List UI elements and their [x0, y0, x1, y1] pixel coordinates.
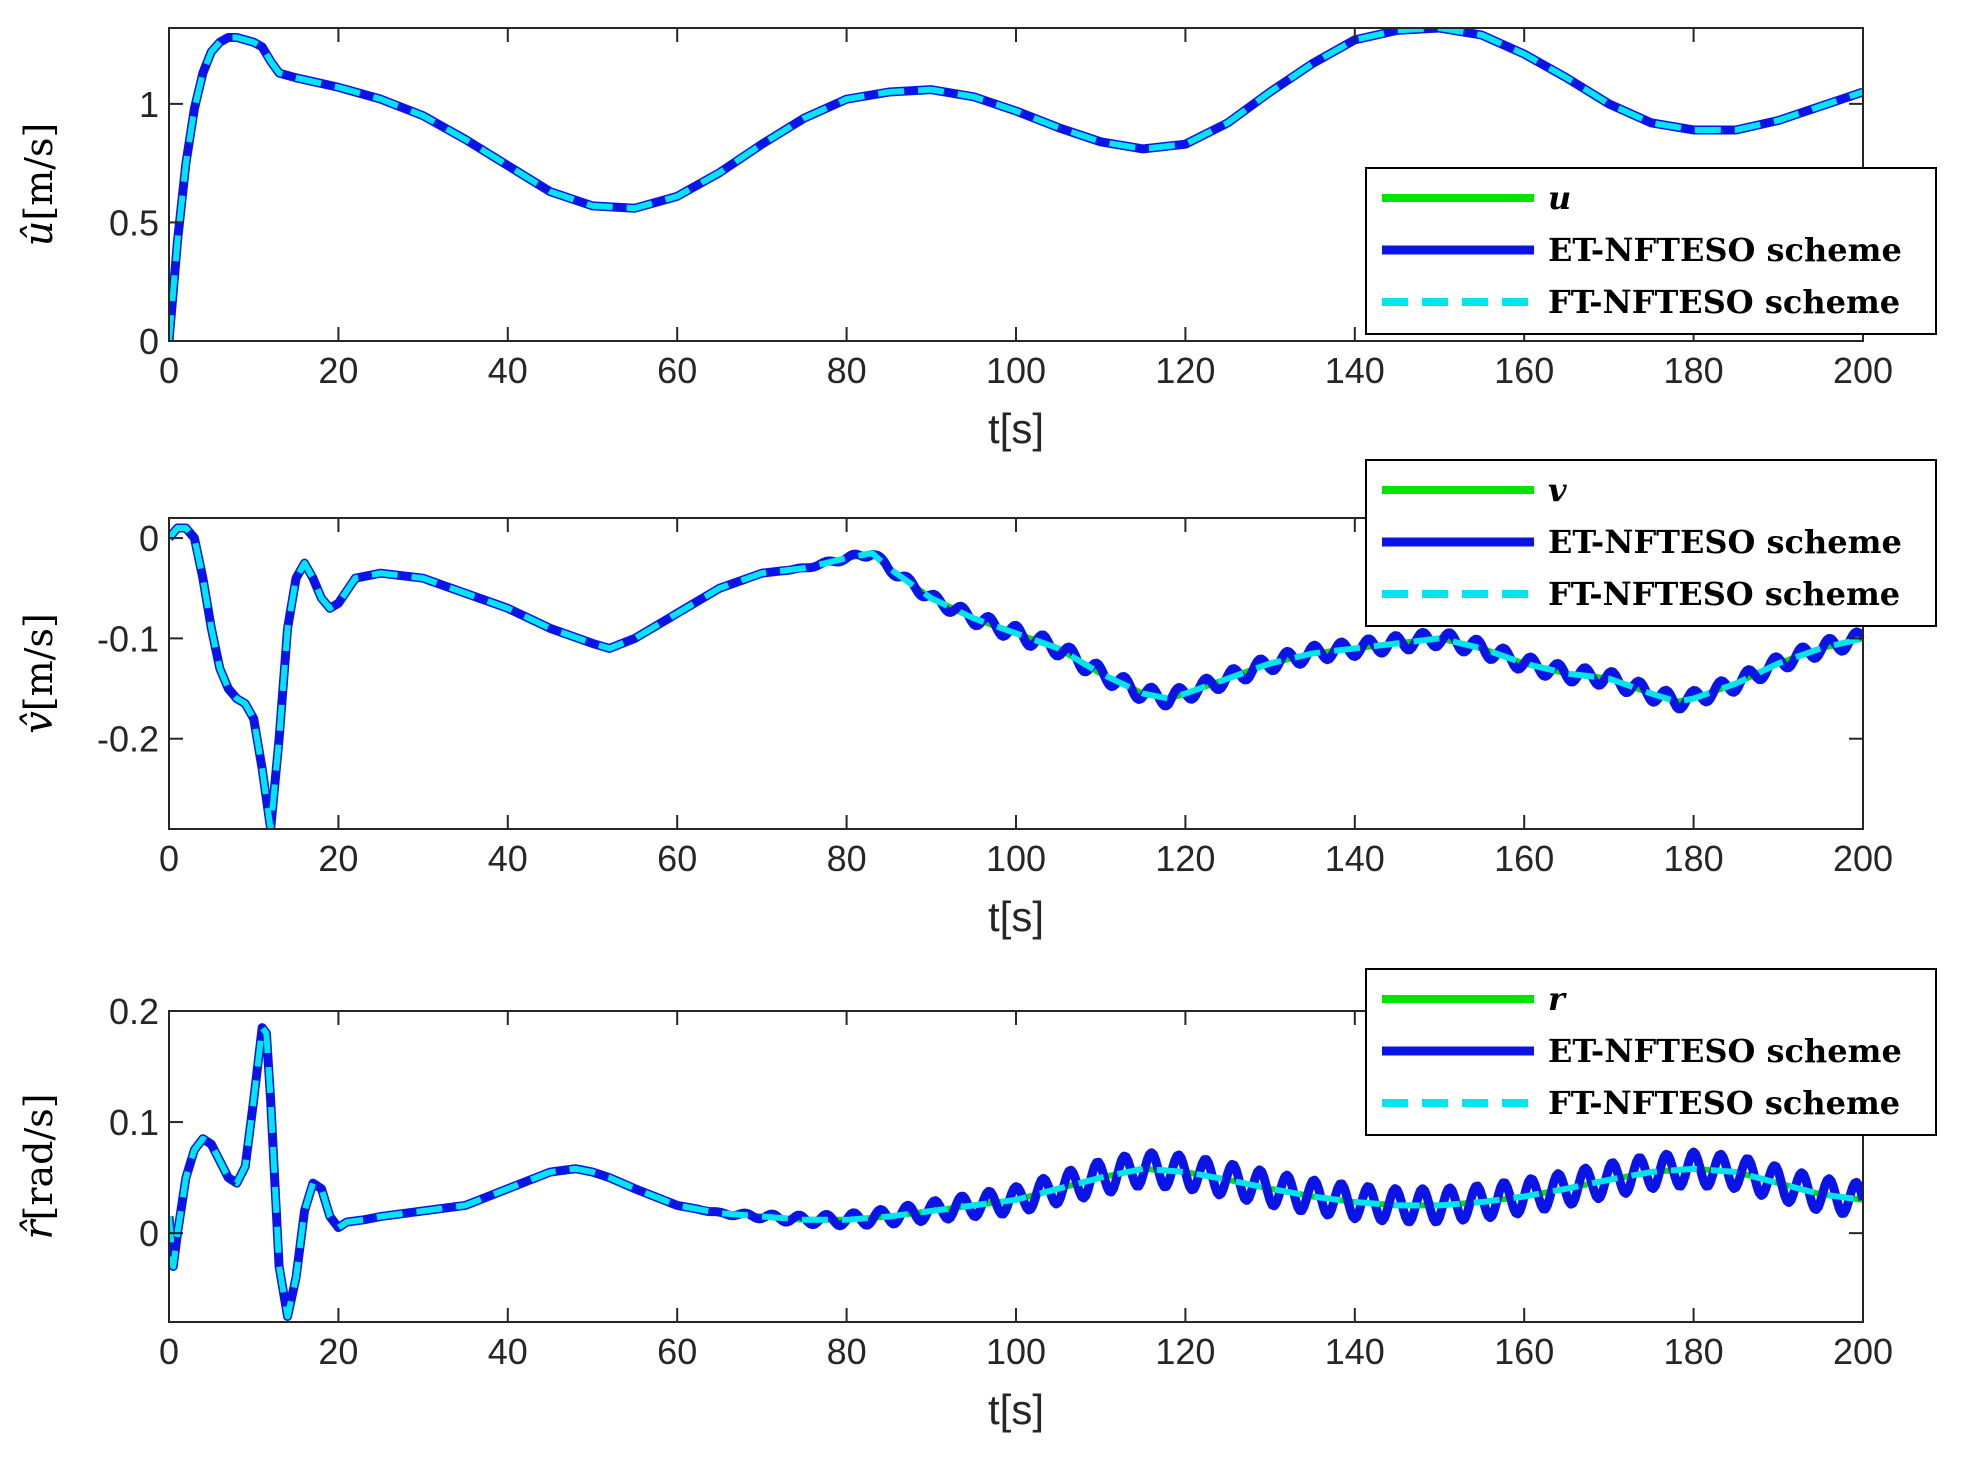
x-tick-label: 60: [657, 838, 697, 879]
subplot-v: 0 20 40 60 80 100 120 140 160 180 200 -0.2 -0.1 0 t[s]…: [16, 459, 1937, 940]
y-tick-label: 0.5: [109, 202, 159, 243]
x-tick-label: 180: [1664, 838, 1724, 879]
x-tick-label: 80: [827, 838, 867, 879]
y-tick-label: -0.2: [97, 719, 159, 760]
legend-label: ET-NFTESO scheme: [1548, 523, 1902, 561]
x-tick-label: 0: [159, 1331, 179, 1372]
x-tick-label: 120: [1155, 838, 1215, 879]
legend-label: FT-NFTESO scheme: [1548, 283, 1900, 321]
y-tick-label: 1: [139, 84, 159, 125]
x-tick-label: 200: [1833, 350, 1893, 391]
legend-label: u: [1548, 179, 1571, 217]
y-axis-label-variable: û: [16, 221, 62, 247]
series-line-ft-nfteso: [169, 28, 1863, 341]
x-tick-label: 40: [488, 1331, 528, 1372]
legend-label: FT-NFTESO scheme: [1548, 575, 1900, 613]
x-tick-label: 100: [986, 838, 1046, 879]
y-tick-label: 0: [139, 1213, 159, 1254]
x-tick-label: 160: [1494, 838, 1554, 879]
y-axis-label-unit: [m/s]: [17, 123, 61, 221]
y-tick-label: 0: [139, 321, 159, 362]
y-axis-label-unit: [rad/s]: [17, 1093, 61, 1220]
y-axis-label-unit: [m/s]: [17, 613, 61, 711]
y-axis-label: r̂[rad/s]: [16, 1093, 62, 1239]
series-group: [169, 1023, 1863, 1321]
y-tick-label: -0.1: [97, 618, 159, 659]
x-tick-label: 80: [827, 350, 867, 391]
x-tick-label: 180: [1664, 1331, 1724, 1372]
legend-label: ET-NFTESO scheme: [1548, 1032, 1902, 1070]
x-tick-label: 0: [159, 838, 179, 879]
x-tick-label: 40: [488, 350, 528, 391]
x-tick-label: 140: [1325, 350, 1385, 391]
x-tick-label: 40: [488, 838, 528, 879]
legend: u ET-NFTESO scheme FT-NFTESO scheme: [1365, 167, 1937, 335]
y-axis-label: v̂[m/s]: [16, 613, 62, 734]
x-tick-label: 20: [318, 350, 358, 391]
x-axis-label: t[s]: [988, 405, 1044, 452]
y-tick-label: 0.1: [109, 1102, 159, 1143]
legend: r ET-NFTESO scheme FT-NFTESO scheme: [1365, 968, 1937, 1136]
x-tick-label: 60: [657, 350, 697, 391]
legend-label: v: [1548, 471, 1567, 509]
x-tick-label: 100: [986, 350, 1046, 391]
series-line-ft-nfteso: [169, 525, 1863, 829]
x-tick-label: 180: [1664, 350, 1724, 391]
y-axis-label-variable: v̂: [16, 711, 62, 734]
legend-label: r: [1548, 980, 1567, 1018]
x-tick-label: 120: [1155, 1331, 1215, 1372]
x-tick-label: 140: [1325, 1331, 1385, 1372]
x-tick-label: 60: [657, 1331, 697, 1372]
x-tick-label: 20: [318, 1331, 358, 1372]
subplot-u: 0 20 40 60 80 100 120 140 160 180 200 0 0.5 1 t[s] û[m/…: [16, 27, 1937, 452]
series-group: [169, 28, 1863, 341]
legend-label: ET-NFTESO scheme: [1548, 231, 1902, 269]
legend: v ET-NFTESO scheme FT-NFTESO scheme: [1365, 459, 1937, 627]
series-line-ft-nfteso: [169, 1024, 1863, 1320]
x-tick-label: 200: [1833, 838, 1893, 879]
x-tick-label: 140: [1325, 838, 1385, 879]
series-line-et-nfteso: [169, 1023, 1863, 1321]
series-group: [169, 523, 1863, 829]
y-axis-label-variable: r̂: [16, 1218, 62, 1240]
x-tick-label: 0: [159, 350, 179, 391]
x-tick-label: 160: [1494, 350, 1554, 391]
y-tick-label: 0: [139, 518, 159, 559]
x-tick-label: 160: [1494, 1331, 1554, 1372]
y-tick-label: 0.2: [109, 991, 159, 1032]
x-axis-label: t[s]: [988, 893, 1044, 940]
x-axis-label: t[s]: [988, 1386, 1044, 1433]
subplot-r: 0 20 40 60 80 100 120 140 160 180 200 0 0.1 0.2 t[s] r̂…: [16, 968, 1937, 1433]
x-tick-label: 20: [318, 838, 358, 879]
x-tick-label: 200: [1833, 1331, 1893, 1372]
x-tick-label: 100: [986, 1331, 1046, 1372]
x-tick-label: 120: [1155, 350, 1215, 391]
legend-label: FT-NFTESO scheme: [1548, 1084, 1900, 1122]
x-tick-label: 80: [827, 1331, 867, 1372]
y-axis-label: û[m/s]: [16, 123, 62, 247]
